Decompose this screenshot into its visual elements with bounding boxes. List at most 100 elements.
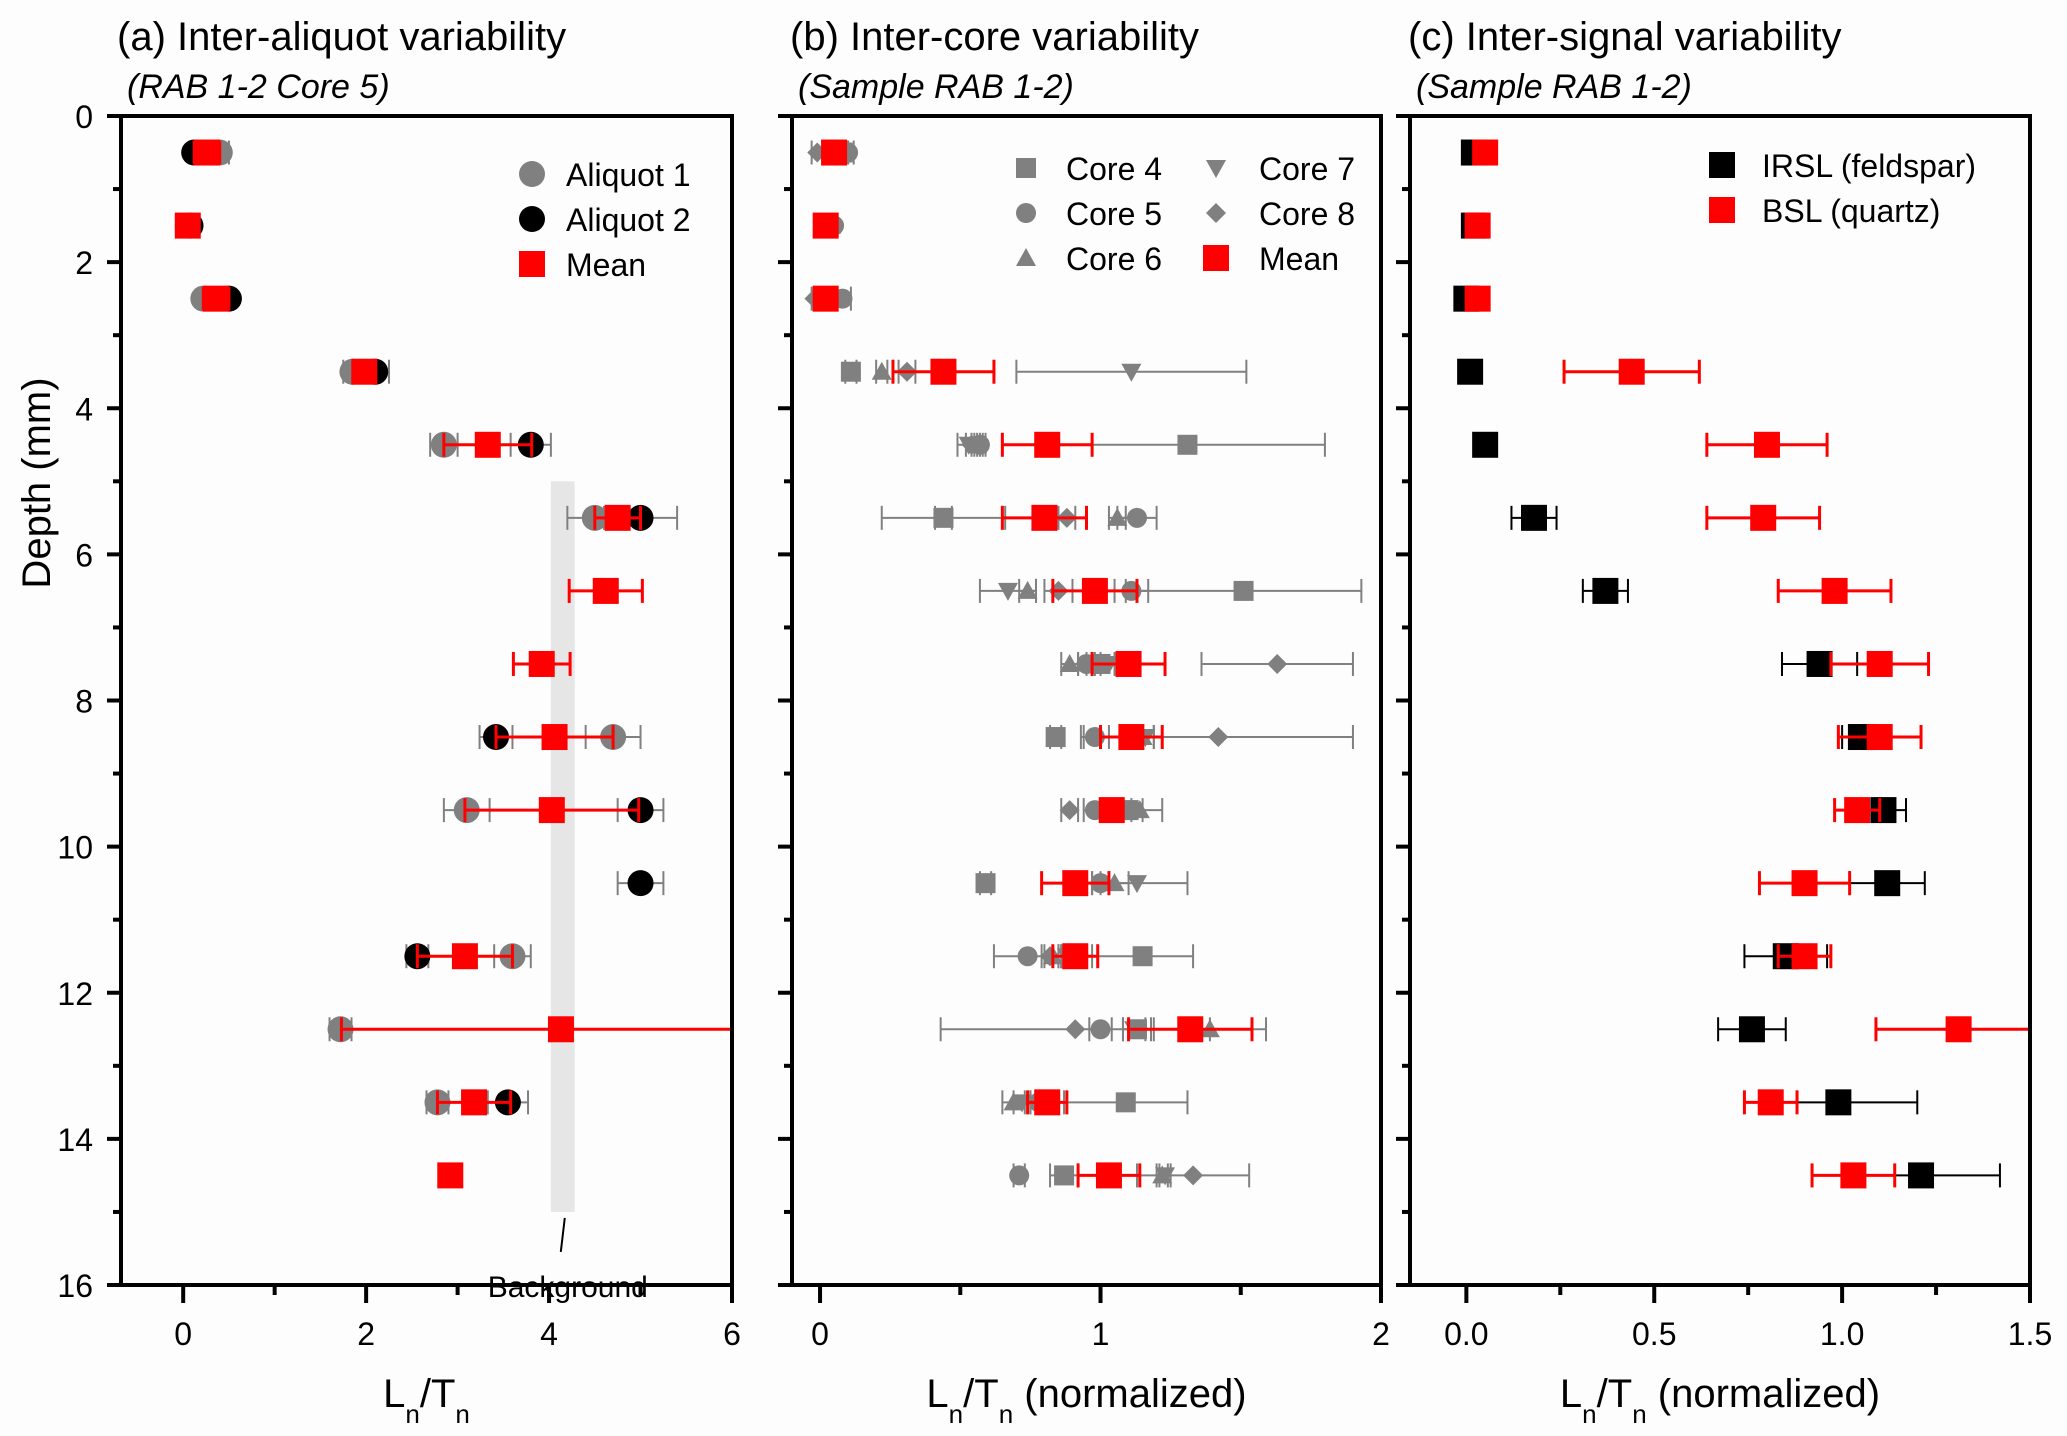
legend-label: Core 4 xyxy=(1066,151,1162,187)
series-layer xyxy=(804,139,1363,1189)
data-point xyxy=(1059,653,1080,672)
data-point xyxy=(1107,507,1128,526)
data-point xyxy=(1618,358,1645,385)
data-point xyxy=(461,1089,488,1116)
legend-marker xyxy=(1203,245,1229,271)
legend: IRSL (feldspar) BSL (quartz) xyxy=(1709,148,1976,229)
x-tick-label: 1 xyxy=(1092,1316,1110,1352)
series-layer xyxy=(174,139,732,1189)
data-point xyxy=(203,285,230,312)
y-tick-label: 14 xyxy=(57,1122,93,1158)
data-point xyxy=(437,1162,464,1189)
data-point xyxy=(1017,946,1038,967)
data-point xyxy=(1825,1089,1852,1116)
y-tick-label: 12 xyxy=(57,976,93,1012)
data-point xyxy=(1472,139,1499,166)
y-tick-label: 6 xyxy=(75,537,93,573)
x-axis-label: Ln/Tn (normalized) xyxy=(1560,1372,1880,1429)
panel-a: Background 0 2 4 6 8 10 12 14 16 0 2 4 6 Ln/Tn (a) Inte… xyxy=(57,15,740,1429)
data-point xyxy=(541,724,568,751)
series-mean xyxy=(812,139,1254,1189)
data-point xyxy=(1132,946,1153,967)
y-tick-label: 4 xyxy=(75,391,93,427)
data-point xyxy=(474,431,501,458)
data-point xyxy=(1791,870,1818,897)
legend-label: IRSL (feldspar) xyxy=(1762,148,1976,184)
data-point xyxy=(1208,727,1229,748)
data-point xyxy=(1177,1016,1204,1043)
panel-title: (a) Inter-aliquot variability xyxy=(117,15,566,59)
data-point xyxy=(930,358,957,385)
data-point xyxy=(1034,1089,1061,1116)
data-point xyxy=(812,212,839,239)
data-point xyxy=(1908,1162,1935,1189)
data-point xyxy=(1031,504,1058,531)
panel-subtitle: (Sample RAB 1-2) xyxy=(1416,68,1692,106)
legend-label: BSL (quartz) xyxy=(1762,193,1940,229)
data-point xyxy=(1472,431,1499,458)
data-point xyxy=(1126,507,1147,528)
data-point xyxy=(1757,1089,1784,1116)
legend-marker xyxy=(1206,203,1226,223)
legend-marker xyxy=(1016,203,1036,223)
y-tick-label: 0 xyxy=(75,99,93,135)
data-point xyxy=(975,873,996,894)
legend-marker xyxy=(1016,248,1036,266)
data-point xyxy=(1267,653,1288,674)
data-point xyxy=(528,650,555,677)
data-point xyxy=(961,434,982,455)
legend-label: Core 6 xyxy=(1066,241,1162,277)
data-point xyxy=(1098,797,1125,824)
data-point xyxy=(1791,943,1818,970)
legend: Core 4 Core 5 Core 6 Core 7 Core 8 Mean xyxy=(1016,151,1355,277)
panel-b: 0 1 2 Ln/Tn (normalized) (b) Inter-core vari… xyxy=(778,15,1390,1429)
annotation-background-label: Background xyxy=(488,1271,648,1304)
x-tick-label: 2 xyxy=(1372,1316,1390,1352)
legend-label: Aliquot 2 xyxy=(566,202,691,238)
legend-marker xyxy=(519,161,545,187)
x-axis-label-part: L xyxy=(383,1372,405,1416)
data-point xyxy=(538,797,565,824)
data-point xyxy=(1054,1165,1075,1186)
x-axis-label-part: /T xyxy=(963,1372,999,1416)
x-axis-label-part: n xyxy=(999,1399,1013,1429)
data-point xyxy=(1118,724,1145,751)
x-tick-label: 2 xyxy=(357,1316,375,1352)
series-bsl-quartz- xyxy=(1464,139,2030,1189)
panel-subtitle: (Sample RAB 1-2) xyxy=(798,68,1074,106)
data-point xyxy=(1121,363,1142,382)
data-point xyxy=(1844,797,1871,824)
data-point xyxy=(1062,870,1089,897)
panel-subtitle: (RAB 1-2 Core 5) xyxy=(127,68,390,106)
data-point xyxy=(1009,1165,1030,1186)
data-point xyxy=(1040,946,1061,967)
data-point xyxy=(627,870,654,897)
x-axis-label-part: (normalized) xyxy=(1647,1372,1880,1416)
x-tick-label: 0.0 xyxy=(1444,1316,1488,1352)
legend-label: Core 8 xyxy=(1259,196,1355,232)
legend-label: Mean xyxy=(1259,241,1339,277)
data-point xyxy=(1821,577,1848,604)
data-point xyxy=(1183,1165,1204,1186)
annotation-leader-line xyxy=(559,1217,566,1253)
data-point xyxy=(1840,1162,1867,1189)
data-point xyxy=(997,582,1018,601)
x-tick-label: 0 xyxy=(811,1316,829,1352)
data-point xyxy=(1464,212,1491,239)
data-point xyxy=(1065,1019,1086,1040)
panel-title: (c) Inter-signal variability xyxy=(1408,15,1841,59)
x-axis-label-part: /T xyxy=(420,1372,456,1416)
data-point xyxy=(1750,504,1777,531)
x-axis-label-part: n xyxy=(1582,1399,1596,1429)
data-point xyxy=(871,361,892,380)
legend-label: Aliquot 1 xyxy=(566,157,691,193)
data-point xyxy=(1806,650,1833,677)
x-tick-label: 0 xyxy=(174,1316,192,1352)
y-tick-label: 2 xyxy=(75,245,93,281)
data-point xyxy=(1115,1092,1136,1113)
x-tick-label: 4 xyxy=(540,1316,558,1352)
data-point xyxy=(174,212,201,239)
data-point xyxy=(1945,1016,1972,1043)
legend-marker xyxy=(519,251,545,277)
data-point xyxy=(1059,800,1080,821)
